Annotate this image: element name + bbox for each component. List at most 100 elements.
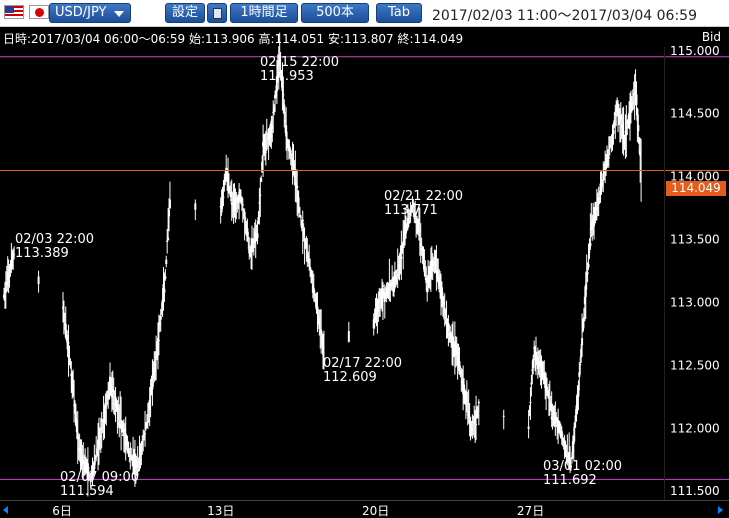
price-candle [103, 408, 106, 412]
price-candle [549, 403, 552, 411]
price-candle [595, 207, 598, 210]
price-candle [8, 274, 11, 278]
price-candle [65, 330, 68, 341]
date-range: 2017/02/03 11:00～2017/03/04 06:59 [432, 8, 697, 24]
annotation-date: 03/01 02:00 [543, 459, 622, 474]
price-candle [589, 242, 592, 247]
price-candle [11, 255, 14, 268]
price-candle [621, 123, 624, 138]
price-candle [565, 445, 568, 447]
price-candle [310, 271, 313, 275]
price-candle [71, 372, 74, 391]
interval-button[interactable]: 1時間足 [230, 3, 298, 23]
price-candle [436, 270, 439, 278]
price-candle [540, 360, 543, 364]
price-candle [310, 276, 313, 281]
price-candle [546, 393, 549, 396]
price-candle [88, 479, 91, 481]
price-candle [278, 56, 281, 65]
bar-count-button[interactable]: 500本 [301, 3, 369, 23]
price-candle [450, 334, 453, 340]
price-candle [434, 264, 437, 270]
price-candle [407, 222, 410, 224]
price-candle [446, 319, 449, 323]
price-candle [85, 466, 88, 474]
price-candle [133, 454, 136, 459]
price-candle [261, 161, 264, 173]
price-candle [274, 95, 277, 99]
price-candle [241, 204, 244, 206]
price-candle [259, 194, 262, 196]
price-candle [554, 414, 557, 424]
price-candle [100, 419, 103, 421]
price-candle [502, 415, 505, 417]
price-candle [156, 351, 159, 356]
price-candle [425, 277, 428, 283]
price-candle [399, 252, 402, 256]
price-candle [238, 191, 241, 193]
price-candle [74, 411, 77, 426]
price-candle [633, 99, 636, 101]
price-candle [546, 386, 549, 390]
price-candle [476, 409, 479, 411]
price-candle [244, 224, 247, 226]
price-candle [464, 393, 467, 404]
scroll-left-icon[interactable] [3, 506, 8, 514]
x-tick-label: 13日 [207, 504, 235, 518]
price-candle [390, 283, 393, 288]
price-candle [472, 421, 475, 423]
price-candle [571, 441, 574, 453]
annotation-value: 111.692 [543, 473, 597, 488]
price-candle [316, 306, 319, 315]
price-candle [573, 422, 576, 428]
price-candle [287, 139, 290, 152]
price-candle [530, 382, 533, 385]
price-candle [441, 297, 444, 305]
price-candle [379, 292, 382, 296]
price-candle [105, 405, 108, 407]
settings-button[interactable]: 設定 [165, 3, 205, 23]
price-candle [600, 188, 603, 192]
price-candle [322, 339, 325, 355]
price-candle [138, 458, 141, 461]
price-candle [251, 246, 254, 249]
calculator-button[interactable] [207, 3, 227, 23]
price-candle [166, 240, 169, 242]
price-candle [227, 188, 230, 190]
price-candle [266, 138, 269, 140]
price-candle [143, 434, 146, 438]
price-candle [168, 209, 171, 217]
price-candle [289, 150, 292, 156]
price-candle [612, 130, 615, 134]
price-candle [320, 329, 323, 334]
price-candle [110, 393, 113, 398]
price-candle [154, 362, 157, 372]
price-candle [306, 254, 309, 256]
price-candle [558, 423, 561, 428]
price-candle [598, 198, 601, 200]
price-candle [95, 456, 98, 458]
toolbar: USD/JPY 設定 1時間足 500本 Tab 2017/02/03 11:0… [0, 0, 729, 27]
axis-divider [664, 47, 665, 500]
price-candle [632, 93, 635, 96]
chevron-down-icon [114, 11, 124, 17]
y-tick-label: 114.000 [670, 170, 720, 184]
price-candle [631, 102, 634, 104]
currency-pair-select[interactable]: USD/JPY [49, 3, 131, 23]
price-candle [160, 310, 163, 312]
price-candle [75, 425, 78, 433]
price-candle [79, 453, 82, 458]
price-candle [529, 402, 532, 404]
price-candle [69, 363, 72, 365]
price-candle [130, 455, 133, 458]
price-candle [260, 178, 263, 182]
scroll-right-icon[interactable] [718, 506, 723, 514]
price-candle [146, 421, 149, 423]
tab-button[interactable]: Tab [376, 3, 422, 23]
price-candle [158, 322, 161, 326]
time-axis[interactable]: 6日 13日 20日 27日 [0, 500, 729, 518]
price-candle [3, 294, 5, 298]
y-tick-label: 112.500 [670, 358, 720, 372]
price-candle [267, 129, 270, 138]
